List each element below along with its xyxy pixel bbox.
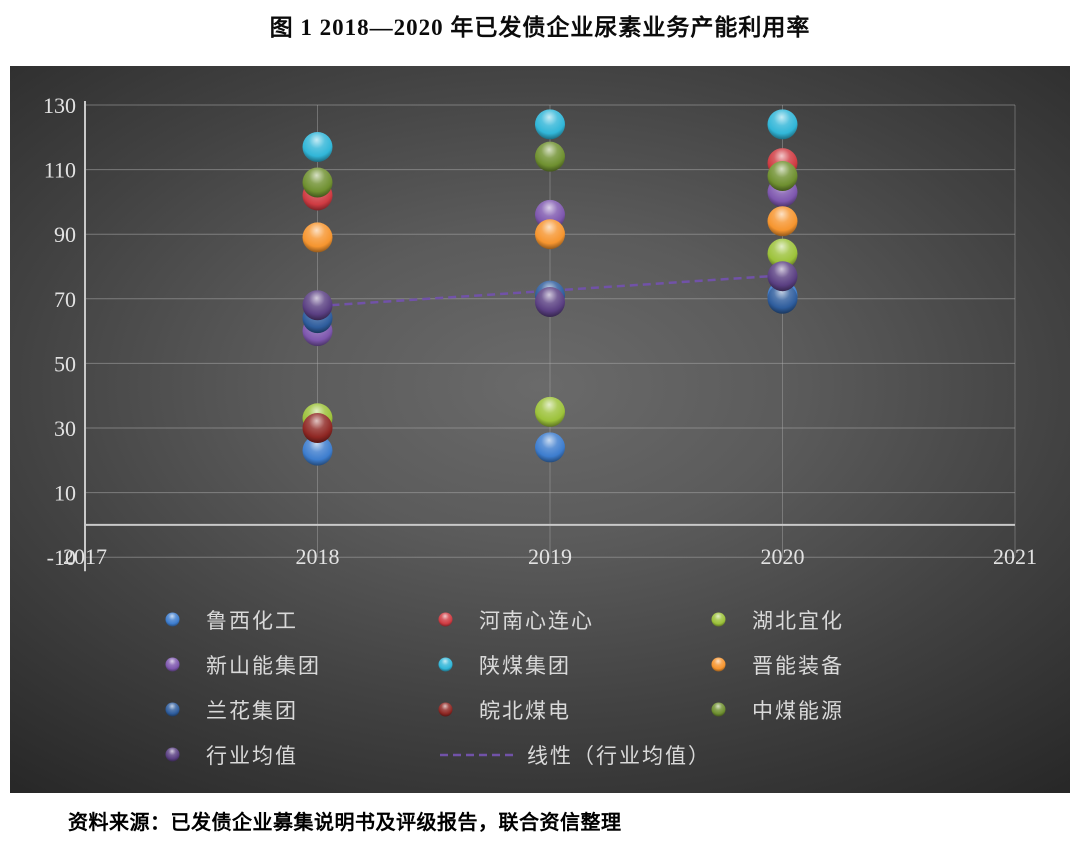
point-陕煤集团-2019 [535, 109, 565, 140]
y-tick-label-130: 130 [43, 93, 76, 118]
point-晋能装备-2020 [767, 206, 798, 237]
point-陕煤集团-2018 [302, 131, 333, 162]
y-tick-label-50: 50 [54, 351, 76, 376]
legend-marker-icon-新山能集团 [165, 657, 180, 672]
legend-item-陕煤集团: 陕煤集团 [438, 650, 711, 680]
legend-item-河南心连心: 河南心连心 [438, 605, 711, 635]
legend-marker-icon-皖北煤电 [438, 702, 453, 717]
legend-item-兰花集团: 兰花集团 [165, 695, 438, 725]
y-tick-label--10: -10 [47, 545, 76, 570]
legend-row-2: 新山能集团 陕煤集团 晋能装备 [10, 642, 1070, 687]
y-tick-label-110: 110 [44, 158, 76, 183]
legend-item-新山能集团: 新山能集团 [165, 650, 438, 680]
legend-marker-icon-陕煤集团 [438, 657, 453, 672]
point-鲁西化工-2019 [535, 432, 565, 463]
point-皖北煤电-2018 [302, 413, 333, 443]
point-鲁西化工-2018 [302, 435, 333, 466]
x-tick-label-2020: 2020 [761, 544, 805, 569]
legend-marker-icon-兰花集团 [165, 702, 180, 717]
legend-item-行业均值: 行业均值 [165, 740, 438, 770]
point-中煤能源-2020 [767, 161, 798, 192]
legend-item-湖北宜化: 湖北宜化 [711, 605, 984, 635]
y-tick-label-10: 10 [54, 481, 76, 506]
point-行业均值-2020 [767, 261, 798, 292]
legend-item-晋能装备: 晋能装备 [711, 650, 984, 680]
x-tick-label-2017: 2017 [63, 544, 107, 569]
chart-container: 130 110 90 70 50 30 10 -10 2017 2018 2019 2020 2021 … [10, 66, 1070, 793]
point-湖北宜化-2020 [767, 238, 798, 269]
x-tick-label-2019: 2019 [528, 544, 572, 569]
legend-row-1: 鲁西化工 河南心连心 湖北宜化 [10, 597, 1070, 642]
point-中煤能源-2019 [535, 141, 565, 172]
legend-item-皖北煤电: 皖北煤电 [438, 695, 711, 725]
legend-item-线性（行业均值）: 线性（行业均值） [438, 740, 711, 770]
x-tick-label-2021: 2021 [993, 544, 1037, 569]
legend-row-4: 行业均值 线性（行业均值） [10, 732, 1070, 777]
trendline-sample-icon [440, 753, 516, 756]
y-tick-label-90: 90 [54, 222, 76, 247]
x-tick-label-2018: 2018 [296, 544, 340, 569]
point-兰花集团-2020 [767, 283, 798, 314]
legend-marker-icon-行业均值 [165, 747, 180, 762]
legend-marker-icon-中煤能源 [711, 702, 726, 717]
legend-marker-icon-河南心连心 [438, 612, 453, 627]
y-tick-label-70: 70 [54, 287, 76, 312]
point-湖北宜化-2019 [535, 396, 565, 427]
source-line: 资料来源：已发债企业募集说明书及评级报告，联合资信整理 [68, 812, 622, 834]
legend-marker-icon-鲁西化工 [165, 612, 180, 627]
figure-title: 图 1 2018—2020 年已发债企业尿素业务产能利用率 [269, 15, 811, 40]
legend-marker-icon-湖北宜化 [711, 612, 726, 627]
legend-row-3: 兰花集团 皖北煤电 中煤能源 [10, 687, 1070, 732]
point-行业均值-2019 [535, 287, 565, 318]
trendline [305, 273, 795, 309]
legend-item-中煤能源: 中煤能源 [711, 695, 984, 725]
point-行业均值-2018 [302, 290, 333, 321]
legend-item-鲁西化工: 鲁西化工 [165, 605, 438, 635]
point-晋能装备-2018 [302, 222, 333, 253]
point-中煤能源-2018 [302, 167, 333, 198]
point-陕煤集团-2020 [767, 109, 798, 140]
y-tick-label-30: 30 [54, 416, 76, 441]
chart-legend: 鲁西化工 河南心连心 湖北宜化 新山能集团 陕煤集团 晋能装备 兰花集团 皖北煤电 中煤能源 行业… [10, 597, 1070, 777]
point-晋能装备-2019 [535, 219, 565, 250]
legend-marker-icon-晋能装备 [711, 657, 726, 672]
